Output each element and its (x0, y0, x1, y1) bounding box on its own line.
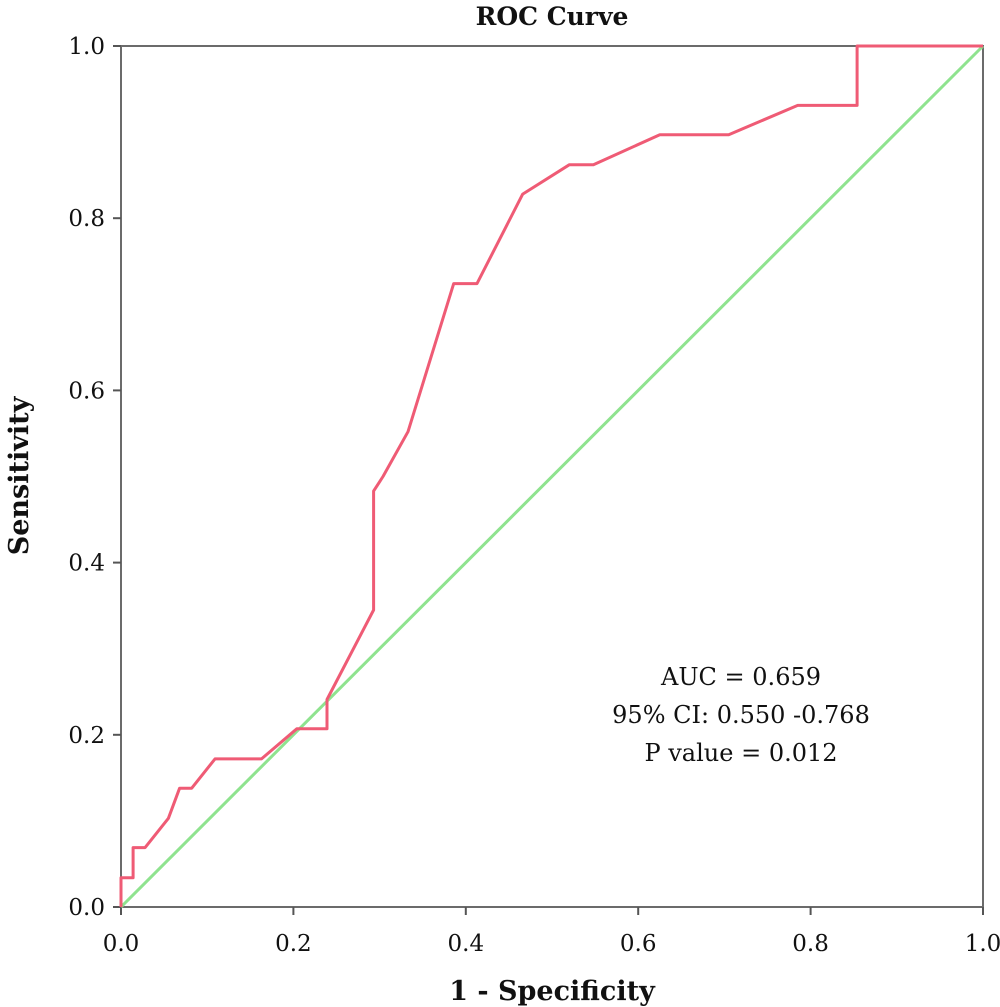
x-axis-ticks: 0.0 0.2 0.4 0.6 0.8 1.0 (103, 907, 1000, 957)
roc-curve-line (119, 44, 983, 907)
annotation-box: AUC = 0.659 95% CI: 0.550 -0.768 P value… (612, 663, 870, 767)
y-tick-label: 0.4 (68, 551, 105, 577)
plot-frame (120, 45, 984, 908)
y-tick-label: 0.0 (68, 895, 105, 921)
y-tick-label: 1.0 (68, 34, 105, 60)
y-axis-label: Sensitivity (4, 395, 35, 555)
x-axis-label: 1 - Specificity (449, 976, 656, 1007)
x-tick-label: 1.0 (965, 931, 1000, 957)
x-tick-label: 0.8 (792, 931, 829, 957)
x-tick-label: 0.2 (275, 931, 312, 957)
y-tick-label: 0.2 (68, 723, 105, 749)
x-tick-label: 0.0 (103, 931, 140, 957)
series-layer (119, 44, 985, 909)
x-tick-label: 0.6 (620, 931, 657, 957)
y-tick-label: 0.6 (68, 378, 105, 404)
reference-diagonal-line (119, 44, 985, 909)
y-axis-ticks: 0.0 0.2 0.4 0.6 0.8 1.0 (68, 34, 121, 921)
auc-annotation: AUC = 0.659 (660, 663, 821, 691)
x-tick-label: 0.4 (448, 931, 485, 957)
y-tick-label: 0.8 (68, 206, 105, 232)
pvalue-annotation: P value = 0.012 (644, 739, 837, 767)
ci-annotation: 95% CI: 0.550 -0.768 (612, 701, 870, 729)
chart-title: ROC Curve (476, 2, 629, 31)
